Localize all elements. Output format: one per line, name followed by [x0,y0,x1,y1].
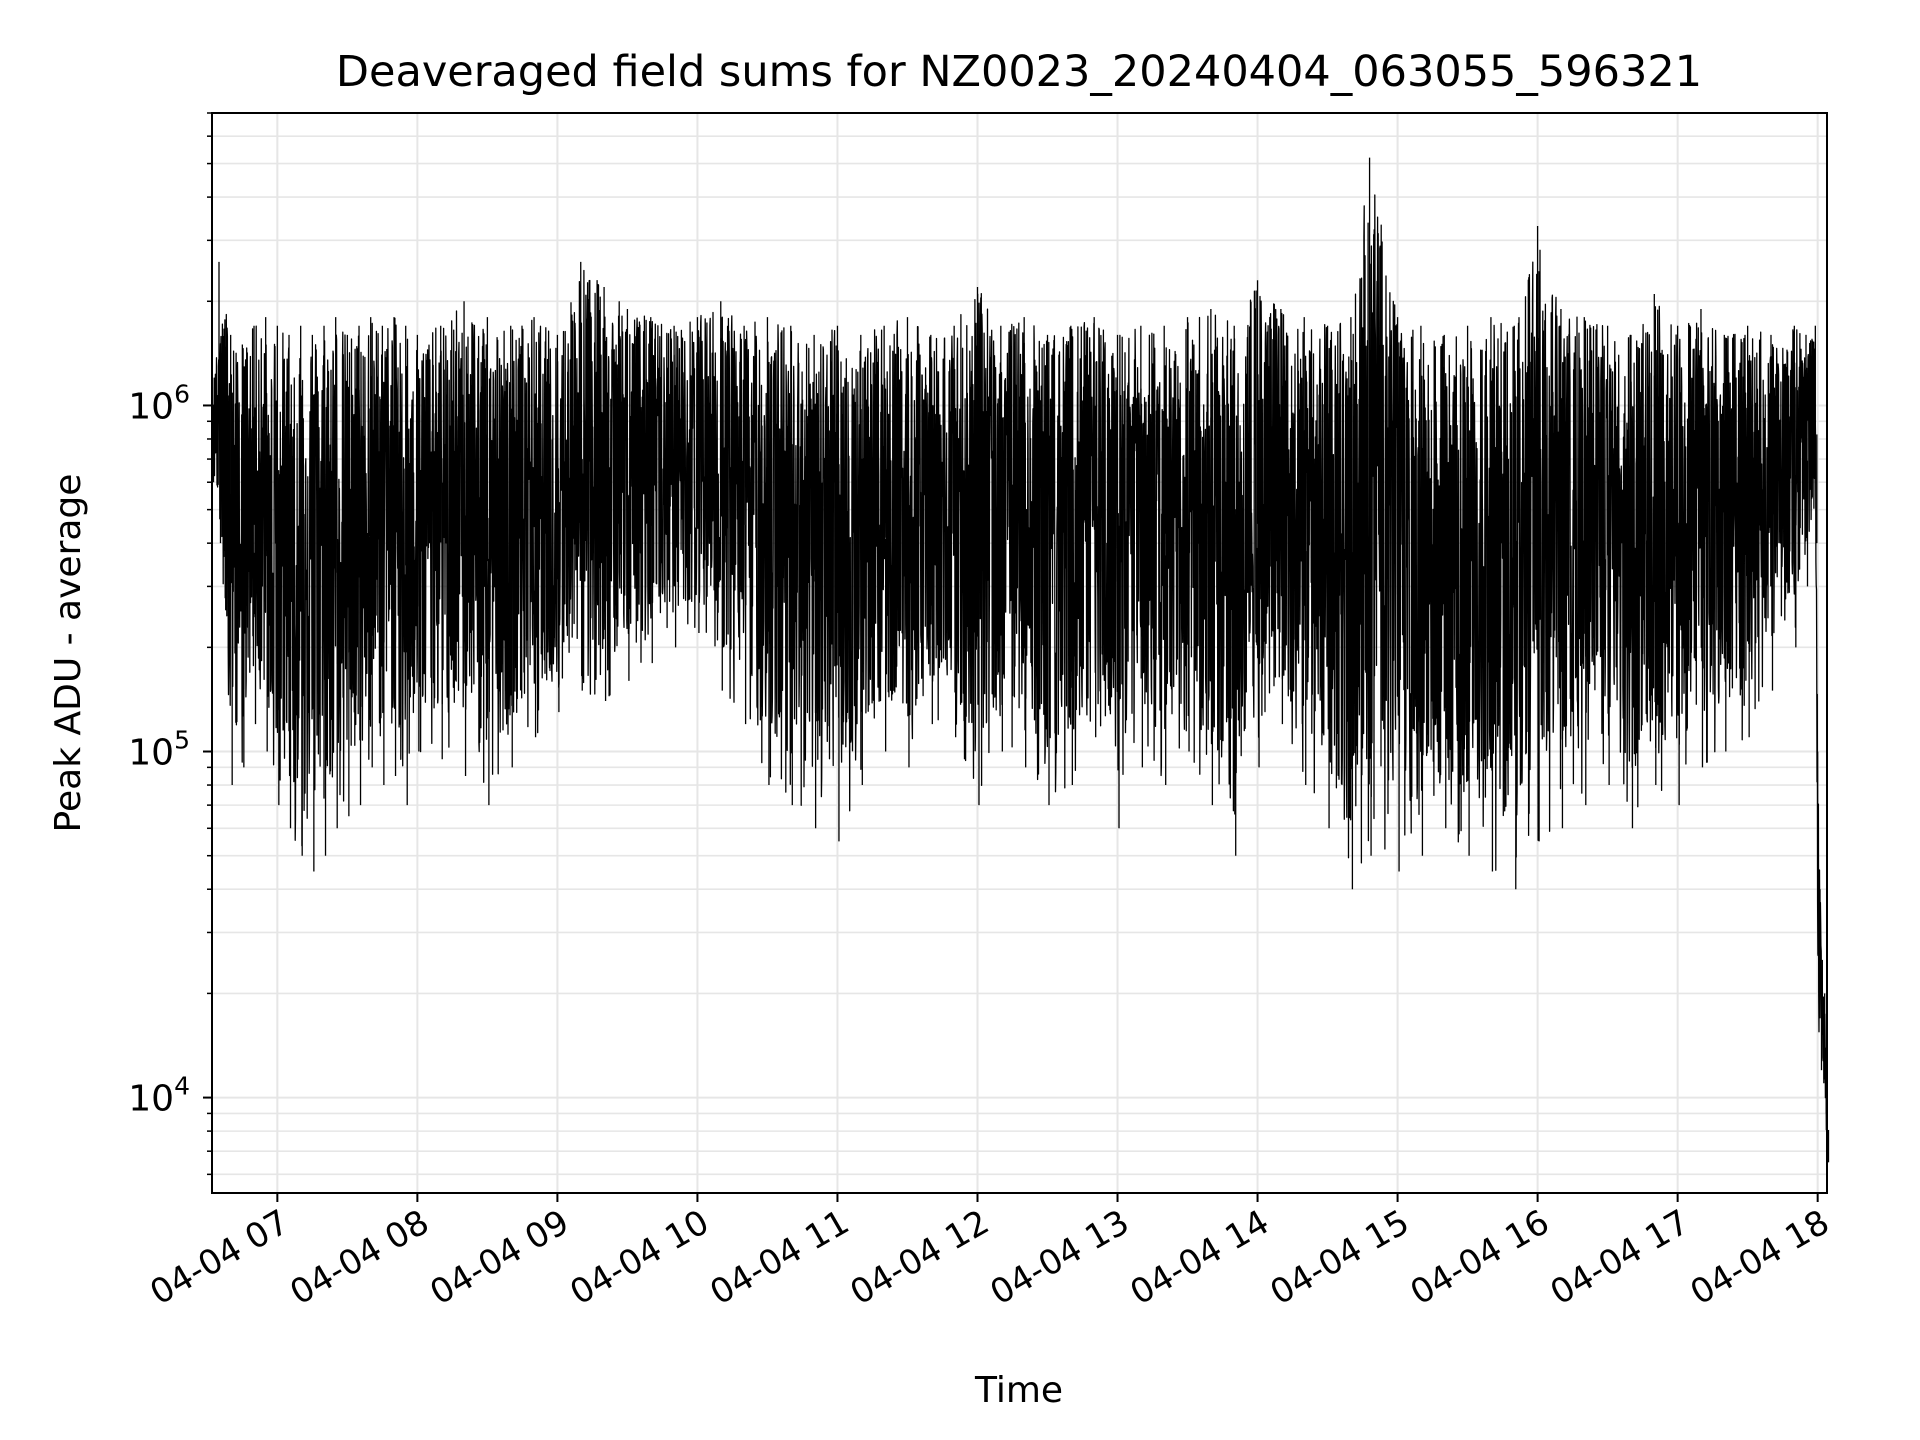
x-axis-label: Time [974,1370,1063,1411]
y-axis: 104 105 106 [128,112,212,1176]
chart-title: Deaveraged field sums for NZ0023_2024040… [336,47,1702,97]
data-series [211,157,1830,1163]
series-line [211,194,1828,1155]
y-axis-label: Peak ADU - average [48,474,89,833]
y-tick-label: 104 [128,1072,190,1120]
y-tick-label: 106 [128,379,190,427]
y-tick-label: 105 [128,726,190,774]
plot-area-frame [211,112,1828,1194]
